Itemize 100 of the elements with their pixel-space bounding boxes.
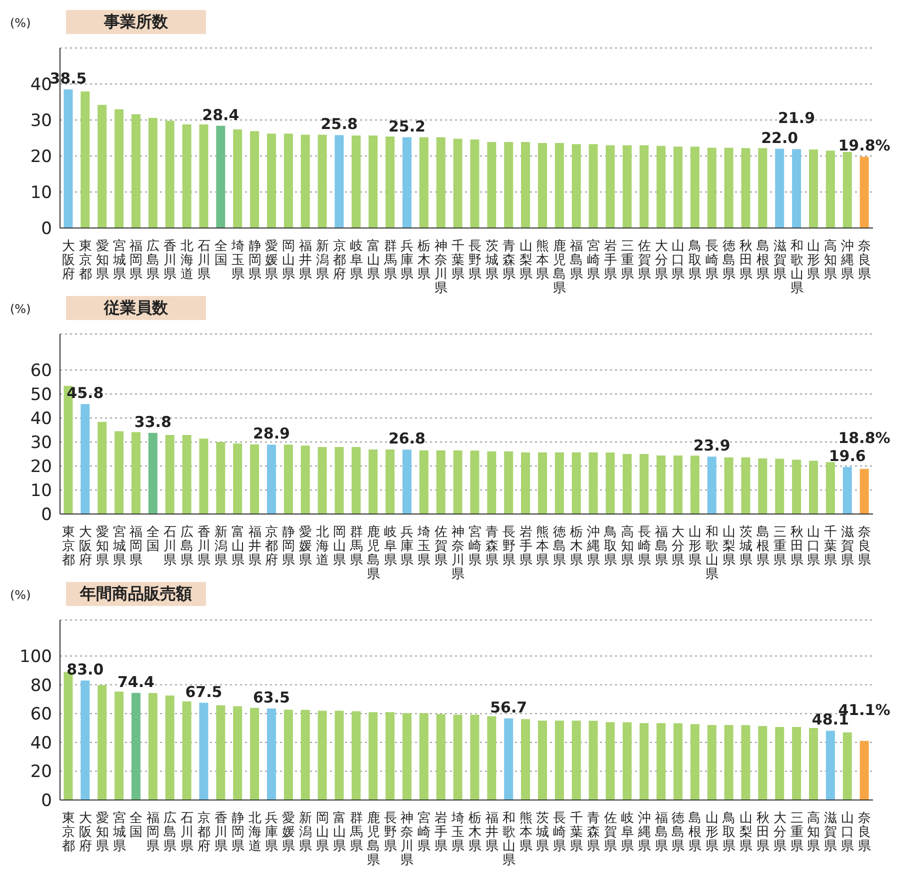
bar: [114, 692, 124, 800]
x-tick-label: 群馬県: [348, 811, 363, 854]
y-tick-label: 30: [30, 111, 52, 132]
bar: [808, 460, 818, 514]
bar: [538, 143, 547, 228]
bar: [250, 444, 260, 514]
x-tick-label: 兵庫県: [400, 525, 414, 568]
bar: [758, 726, 768, 800]
x-tick-label: 和歌山県: [502, 811, 516, 868]
data-label: 25.2: [388, 117, 426, 136]
x-tick-label: 青森県: [587, 811, 600, 854]
chart-title: 年間商品販売額: [66, 582, 206, 606]
bar: [199, 124, 208, 228]
x-tick-label: 石川県: [180, 811, 194, 854]
x-tick-label: 栃木県: [418, 239, 431, 282]
bar: [588, 720, 598, 800]
bar: [284, 710, 293, 800]
x-tick-label: 青森県: [502, 239, 516, 282]
bar: [860, 156, 869, 228]
bar: [436, 714, 446, 800]
x-tick-label: 東京都: [62, 811, 75, 854]
bar: [436, 137, 446, 228]
x-tick-label: 長崎県: [638, 525, 651, 568]
x-tick-label: 茨城県: [535, 811, 550, 854]
x-tick-label: 宮崎県: [587, 238, 600, 282]
x-tick-label: 鳥取県: [722, 811, 736, 854]
bar: [318, 134, 327, 228]
bar: [402, 137, 412, 228]
bar: [554, 720, 564, 800]
x-tick-label: 愛媛県: [299, 525, 312, 568]
bar: [352, 711, 361, 800]
x-tick-label: 北海道: [180, 239, 194, 282]
bar: [640, 145, 649, 228]
x-tick-label: 全国: [214, 239, 228, 268]
x-tick-label: 愛媛県: [282, 811, 296, 854]
bar: [656, 723, 666, 800]
bar: [640, 723, 649, 800]
x-tick-label: 栃木県: [468, 811, 482, 854]
bar: [114, 431, 124, 514]
y-tick-label: 60: [30, 704, 52, 725]
bar: [572, 144, 581, 228]
bar: [470, 714, 480, 800]
bar: [284, 134, 293, 228]
bar: [724, 724, 734, 800]
x-tick-label: 長野県: [502, 525, 516, 568]
bar: [606, 145, 615, 228]
data-label: 18.8%: [838, 428, 890, 447]
bar: [114, 109, 124, 228]
x-tick-label: 東京都: [78, 239, 92, 282]
x-tick-label: 埼玉県: [416, 525, 431, 568]
bar: [538, 720, 547, 800]
bar: [250, 131, 260, 228]
x-tick-label: 富山県: [366, 238, 380, 282]
x-tick-label: 京都府: [332, 239, 346, 282]
x-tick-label: 岡山県: [332, 525, 346, 568]
y-tick-label: 80: [30, 676, 52, 696]
y-axis-title: (%): [10, 302, 31, 316]
x-tick-label: 愛知県: [96, 525, 109, 568]
y-tick-label: 40: [30, 733, 52, 754]
x-tick-label: 香川県: [164, 239, 177, 282]
bar: [453, 450, 462, 514]
bar: [622, 145, 632, 228]
bar: [673, 723, 682, 800]
x-tick-label: 鹿児島県: [366, 811, 380, 868]
x-tick-label: 京都府: [265, 525, 278, 568]
bar: [521, 719, 530, 800]
y-tick-label: 60: [30, 361, 52, 382]
x-tick-label: 岐阜県: [620, 811, 634, 854]
bar: [842, 732, 852, 800]
bar: [606, 722, 615, 800]
x-tick-label: 山梨県: [739, 811, 752, 854]
y-tick-label: 20: [30, 147, 52, 168]
y-tick-label: 0: [41, 791, 52, 812]
x-tick-label: 茨城県: [738, 525, 752, 568]
bar: [606, 452, 615, 514]
x-tick-label: 全国: [146, 525, 160, 554]
bar: [334, 135, 344, 228]
bar: [216, 442, 226, 514]
bar: [588, 452, 598, 514]
bar: [453, 714, 462, 800]
bar: [504, 718, 514, 800]
x-tick-label: 愛知県: [96, 239, 109, 282]
data-label: 83.0: [66, 660, 104, 678]
bar: [842, 152, 852, 228]
bar: [521, 452, 530, 514]
x-tick-label: 大阪府: [78, 525, 92, 568]
bar: [640, 454, 649, 514]
x-tick-label: 秋田県: [739, 239, 752, 282]
bar: [487, 142, 496, 228]
bar: [860, 468, 869, 514]
bar: [724, 457, 734, 514]
bar: [554, 452, 564, 514]
x-tick-label: 山形県: [706, 811, 719, 854]
bar: [504, 142, 514, 228]
y-tick-label: 40: [30, 75, 52, 96]
x-tick-label: 山口県: [672, 239, 685, 282]
x-tick-label: 茨城県: [484, 239, 498, 282]
x-tick-label: 新潟県: [316, 239, 330, 282]
x-tick-label: 奈良県: [858, 811, 872, 854]
x-tick-label: 岐阜県: [350, 239, 363, 282]
